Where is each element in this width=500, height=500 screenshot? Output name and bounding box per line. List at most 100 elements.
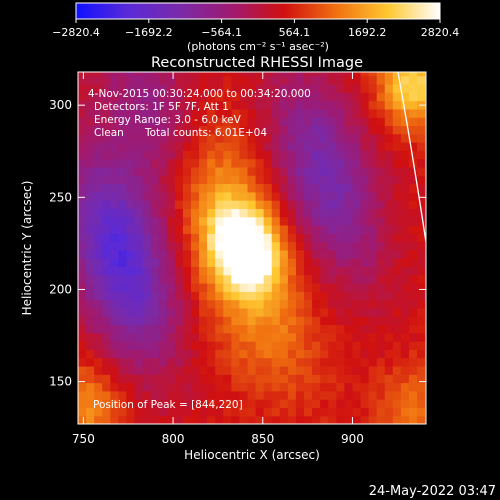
- heatmap-cell: [312, 382, 321, 392]
- heatmap-cell: [134, 224, 144, 234]
- heatmap-cell: [223, 266, 232, 276]
- heatmap-cell: [110, 316, 119, 326]
- heatmap-cell: [134, 233, 144, 243]
- heatmap-cell: [134, 307, 144, 317]
- heatmap-cell: [376, 324, 386, 334]
- heatmap-cell: [360, 216, 370, 226]
- heatmap-cell: [191, 390, 200, 400]
- heatmap-cell: [400, 258, 410, 268]
- heatmap-cell: [255, 407, 265, 417]
- heatmap-cell: [158, 150, 168, 160]
- heatmap-cell: [263, 390, 273, 400]
- heatmap-cell: [400, 390, 410, 400]
- heatmap-cell: [392, 283, 402, 292]
- heatmap-cell: [344, 133, 354, 143]
- heatmap-cell: [134, 117, 144, 127]
- heatmap-cell: [400, 283, 410, 292]
- heatmap-cell: [223, 241, 232, 251]
- heatmap-cell: [336, 390, 345, 400]
- heatmap-cell: [150, 216, 160, 226]
- heatmap-cell: [304, 274, 313, 284]
- heatmap-cell: [118, 183, 128, 193]
- heatmap-cell: [182, 241, 192, 251]
- y-tick-label: 150: [49, 375, 72, 389]
- heatmap-cell: [295, 332, 305, 342]
- heatmap-cell: [344, 108, 354, 118]
- heatmap-cell: [336, 216, 345, 226]
- heatmap-cell: [376, 175, 386, 185]
- heatmap-cell: [328, 100, 337, 110]
- heatmap-cell: [320, 191, 329, 201]
- heatmap-cell: [207, 216, 216, 226]
- heatmap-cell: [223, 399, 232, 409]
- heatmap-cell: [142, 142, 152, 151]
- heatmap-cell: [110, 390, 119, 400]
- heatmap-cell: [223, 390, 232, 400]
- heatmap-cell: [247, 117, 257, 127]
- colorbar-tick-label: −1692.2: [125, 26, 173, 39]
- heatmap-cell: [247, 258, 257, 268]
- heatmap-cell: [166, 233, 176, 243]
- heatmap-cell: [118, 72, 128, 77]
- heatmap-cell: [400, 117, 410, 127]
- heatmap-cell: [417, 200, 426, 209]
- heatmap-cell: [102, 166, 111, 176]
- heatmap-cell: [400, 200, 410, 209]
- heatmap-cell: [182, 224, 192, 234]
- heatmap-cell: [263, 241, 273, 251]
- heatmap-cell: [166, 241, 176, 251]
- heatmap-cell: [223, 324, 232, 334]
- heatmap-cell: [271, 200, 281, 209]
- heatmap-cell: [142, 307, 152, 317]
- heatmap-cell: [279, 72, 289, 77]
- y-tick-label: 200: [49, 282, 72, 296]
- heatmap-cell: [352, 316, 362, 326]
- heatmap-cell: [158, 283, 168, 292]
- heatmap-cell: [231, 258, 241, 268]
- heatmap-cell: [320, 382, 329, 392]
- heatmap-cell: [376, 365, 386, 375]
- heatmap-cell: [134, 75, 144, 85]
- heatmap-cell: [408, 108, 418, 118]
- heatmap-cell: [328, 224, 337, 234]
- heatmap-cell: [94, 158, 103, 168]
- heatmap-cell: [320, 233, 329, 243]
- heatmap-cell: [376, 307, 386, 317]
- heatmap-cell: [408, 349, 418, 359]
- heatmap-cell: [368, 133, 378, 143]
- heatmap-cell: [215, 150, 224, 160]
- heatmap-cell: [142, 175, 152, 185]
- heatmap-cell: [255, 316, 265, 326]
- heatmap-cell: [78, 117, 87, 127]
- heatmap-cell: [384, 233, 394, 243]
- heatmap-cell: [320, 224, 329, 234]
- heatmap-cell: [400, 100, 410, 110]
- heatmap-cell: [86, 274, 95, 284]
- heatmap-cell: [86, 233, 95, 243]
- colorbar-tick-label: 2820.4: [421, 26, 460, 39]
- heatmap-cell: [368, 216, 378, 226]
- heatmap-cell: [287, 216, 297, 226]
- heatmap-cell: [78, 133, 87, 143]
- heatmap-cell: [118, 374, 128, 384]
- heatmap-cell: [336, 382, 345, 392]
- heatmap-cell: [182, 233, 192, 243]
- heatmap-cell: [118, 390, 128, 400]
- heatmap-cell: [279, 316, 289, 326]
- heatmap-cell: [86, 200, 95, 209]
- heatmap-cell: [295, 224, 305, 234]
- heatmap-cell: [239, 166, 249, 176]
- heatmap-cell: [408, 316, 418, 326]
- heatmap-cell: [78, 349, 87, 359]
- heatmap-cell: [215, 283, 224, 292]
- heatmap-cell: [417, 332, 426, 342]
- heatmap-cell: [376, 125, 386, 135]
- heatmap-cell: [287, 125, 297, 135]
- heatmap-cell: [263, 415, 273, 424]
- heatmap-cell: [207, 299, 216, 309]
- heatmap-cell: [166, 75, 176, 85]
- heatmap-cell: [223, 117, 232, 127]
- heatmap-cell: [191, 316, 200, 326]
- heatmap-cell: [328, 341, 337, 350]
